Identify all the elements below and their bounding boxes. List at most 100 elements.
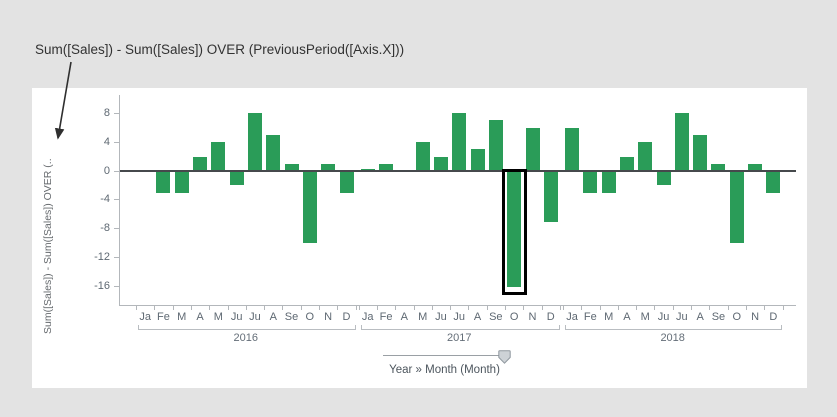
month-label: Ju [453, 311, 466, 323]
month-label: O [732, 311, 742, 323]
y-axis-tick [114, 199, 120, 201]
month-boundary-tick [413, 305, 415, 310]
month-label: Ju [230, 311, 243, 323]
y-axis-tick-label: 0 [103, 164, 110, 177]
year-bracket [138, 325, 356, 330]
year-label-2018: 2018 [660, 332, 685, 344]
bar-2016-Fe-1[interactable] [156, 171, 171, 193]
month-label: O [509, 311, 519, 323]
month-boundary-tick [562, 305, 564, 310]
month-boundary-tick [245, 305, 247, 310]
y-axis-tick [114, 228, 120, 230]
bar-2017-O-8[interactable] [507, 171, 522, 287]
bar-2018-A-3[interactable] [620, 156, 634, 171]
y-axis-tick [114, 170, 120, 172]
y-axis-tick-label: -16 [94, 280, 110, 293]
month-boundary-tick [709, 305, 711, 310]
month-boundary-tick [337, 305, 339, 310]
month-boundary-tick [745, 305, 747, 310]
hierarchy-slider-handle[interactable] [498, 350, 511, 364]
month-label: M [640, 311, 650, 323]
bar-2016-D-11[interactable] [339, 171, 354, 193]
month-label: A [473, 311, 482, 323]
y-axis-tick-label: 8 [103, 106, 110, 119]
year-bracket [360, 325, 560, 330]
month-label: M [177, 311, 187, 323]
month-boundary-tick [559, 305, 561, 310]
month-boundary-tick [209, 305, 211, 310]
month-boundary-tick [486, 305, 488, 310]
month-label: O [305, 311, 315, 323]
month-boundary-tick [691, 305, 692, 310]
bar-2016-M-4[interactable] [211, 142, 226, 171]
bar-2017-Fe-1[interactable] [379, 163, 394, 171]
bar-2017-Ju-5[interactable] [452, 113, 467, 171]
month-boundary-tick [672, 305, 674, 310]
bar-2016-O-9[interactable] [302, 171, 317, 244]
month-label: A [400, 311, 408, 323]
month-boundary-tick [355, 305, 357, 310]
month-label: Fe [583, 311, 597, 323]
bar-2018-Ja-0[interactable] [565, 127, 580, 171]
month-boundary-tick [599, 305, 601, 310]
y-axis-tick-label: 4 [103, 135, 110, 148]
bar-2018-Fe-1[interactable] [583, 171, 598, 193]
bar-2017-N-9[interactable] [525, 127, 540, 171]
bar-2018-A-7[interactable] [693, 134, 708, 171]
bar-2016-A-7[interactable] [266, 134, 281, 171]
marked-bar-outline [501, 169, 527, 295]
hierarchy-slider-track[interactable] [383, 355, 505, 356]
month-boundary-tick [636, 305, 638, 310]
bar-2018-M-2[interactable] [601, 171, 616, 193]
bar-2017-M-3[interactable] [415, 142, 430, 171]
bar-2017-D-10[interactable] [543, 171, 558, 222]
bar-2017-Se-7[interactable] [488, 120, 503, 171]
plot-area[interactable]: 8 4 0 -4 -8 -12 -16 Ja Fe M A M Ju Ju A Se O N D 2016 Ja Fe A M… [94, 95, 796, 344]
month-label: Ja [361, 311, 374, 323]
month-label: Se [489, 311, 503, 323]
axis-expression-annotation: Sum([Sales]) - Sum([Sales]) OVER (Previo… [35, 42, 405, 57]
bar-2016-A-3[interactable] [193, 156, 207, 171]
month-boundary-tick [376, 305, 378, 310]
y-axis-tick-label: -12 [94, 251, 110, 264]
chart-card: Sum([Sales]) - Sum([Sales]) OVER (.. 8 4 0… [32, 88, 807, 388]
bar-2016-Ju-6[interactable] [247, 113, 262, 171]
bar-2016-Ju-5[interactable] [229, 171, 244, 186]
month-label: Ja [139, 311, 151, 323]
bar-2016-Se-8[interactable] [284, 163, 299, 171]
month-label: A [269, 311, 277, 323]
year-label-2017: 2017 [447, 332, 472, 344]
bar-2017-Ja-0[interactable] [360, 168, 375, 171]
month-label: D [769, 311, 778, 323]
zero-line [120, 170, 796, 172]
bar-2018-Ju-5[interactable] [656, 171, 671, 186]
bar-2018-Se-8[interactable] [711, 163, 726, 171]
month-label: Ju [676, 311, 688, 323]
month-label: Se [711, 311, 726, 323]
y-axis-tick [114, 112, 120, 114]
bar-2017-A-6[interactable] [470, 149, 485, 171]
month-label: D [342, 311, 351, 323]
y-axis-tick-label: -8 [100, 222, 110, 235]
y-axis-tick [114, 286, 120, 288]
y-axis-title: Sum([Sales]) - Sum([Sales]) OVER (.. [42, 158, 54, 334]
bar-2018-D-11[interactable] [766, 171, 781, 193]
month-label: Ju [435, 311, 447, 323]
y-axis-tick [114, 257, 120, 259]
month-boundary-tick [300, 305, 302, 310]
y-axis-tick-label: -4 [100, 193, 110, 206]
bar-2018-Ju-6[interactable] [674, 113, 689, 171]
month-label: Se [284, 311, 299, 323]
month-label: Ju [249, 311, 261, 323]
bar-2016-N-10[interactable] [321, 163, 336, 171]
bar-2017-Ju-4[interactable] [434, 156, 448, 171]
bar-2018-O-9[interactable] [729, 171, 744, 244]
month-boundary-tick [727, 305, 729, 310]
bar-2018-N-10[interactable] [748, 163, 762, 171]
y-axis-tick [114, 141, 120, 143]
bar-2016-M-2[interactable] [174, 171, 189, 193]
month-label: N [528, 311, 537, 323]
bar-2018-M-4[interactable] [638, 142, 653, 171]
month-label: Ju [657, 311, 670, 323]
